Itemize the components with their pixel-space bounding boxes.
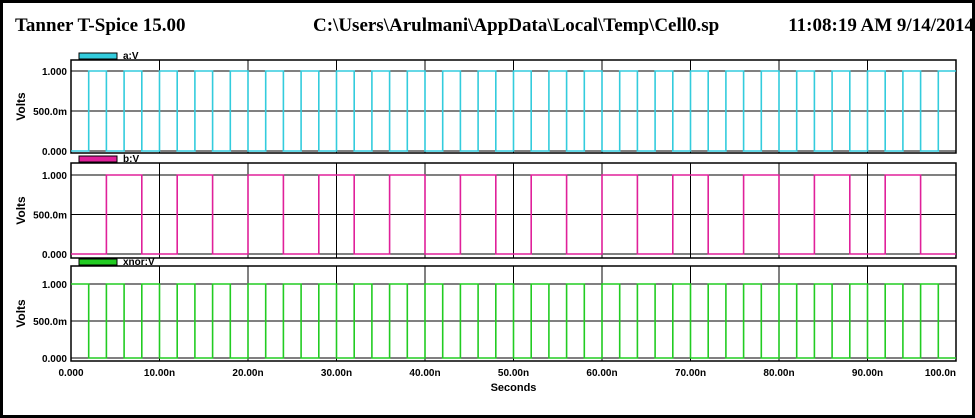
panel-b-v: 0.000 500.0m 1.000 Volts b:V — [14, 154, 957, 261]
y-tick-label: 0.000 — [42, 250, 67, 261]
timestamp: 11:08:19 AM 9/14/2014 — [788, 15, 974, 36]
y-tick-label: 0.000 — [42, 354, 67, 365]
x-tick-label: 60.00n — [586, 368, 617, 379]
x-axis-label: Seconds — [491, 382, 537, 394]
y-tick-label: 500.0m — [33, 317, 67, 328]
y-tick-label: 500.0m — [33, 211, 67, 222]
y-tick-label: 0.000 — [42, 147, 67, 158]
legend-swatch — [78, 258, 118, 266]
panel-xnor-v: 0.000 500.0m 1.000 Volts xnor:V — [14, 257, 957, 365]
title-bar: Tanner T-Spice 15.00 C:\Users\Arulmani\A… — [3, 3, 975, 37]
y-tick-label: 1.000 — [42, 171, 67, 182]
waveform-chart[interactable]: 0.000 500.0m 1.000 Volts a:V 0.000 500.0m 1.000… — [3, 3, 972, 415]
panel-a-v: 0.000 500.0m 1.000 Volts a:V — [14, 51, 957, 158]
x-tick-label: 20.00n — [232, 368, 263, 379]
series-line-b-v — [71, 174, 956, 255]
x-tick-label: 40.00n — [409, 368, 440, 379]
x-tick-label: 0.000 — [58, 368, 83, 379]
x-tick-label: 70.00n — [675, 368, 706, 379]
legend-label: xnor:V — [123, 257, 155, 268]
x-tick-label: 90.00n — [852, 368, 883, 379]
legend-label: a:V — [123, 51, 139, 62]
x-tick-label: 30.00n — [321, 368, 352, 379]
x-tick-label: 10.00n — [144, 368, 175, 379]
series-line-a-v — [71, 70, 956, 152]
x-tick-label: 50.00n — [498, 368, 529, 379]
x-tick-label: 80.00n — [763, 368, 794, 379]
series-line-xnor-v — [71, 283, 956, 359]
file-path: C:\Users\Arulmani\AppData\Local\Temp\Cel… — [313, 15, 720, 36]
y-axis-label: Volts — [14, 196, 28, 225]
y-axis-label: Volts — [14, 299, 28, 328]
y-axis-label: Volts — [14, 92, 28, 121]
legend-swatch — [78, 52, 118, 60]
app-title: Tanner T-Spice 15.00 — [15, 15, 186, 36]
y-tick-label: 1.000 — [42, 280, 67, 291]
x-tick-label: 100.0n — [925, 368, 956, 379]
y-tick-label: 500.0m — [33, 107, 67, 118]
y-tick-label: 1.000 — [42, 67, 67, 78]
legend-label: b:V — [123, 154, 139, 165]
legend-swatch — [78, 155, 118, 163]
